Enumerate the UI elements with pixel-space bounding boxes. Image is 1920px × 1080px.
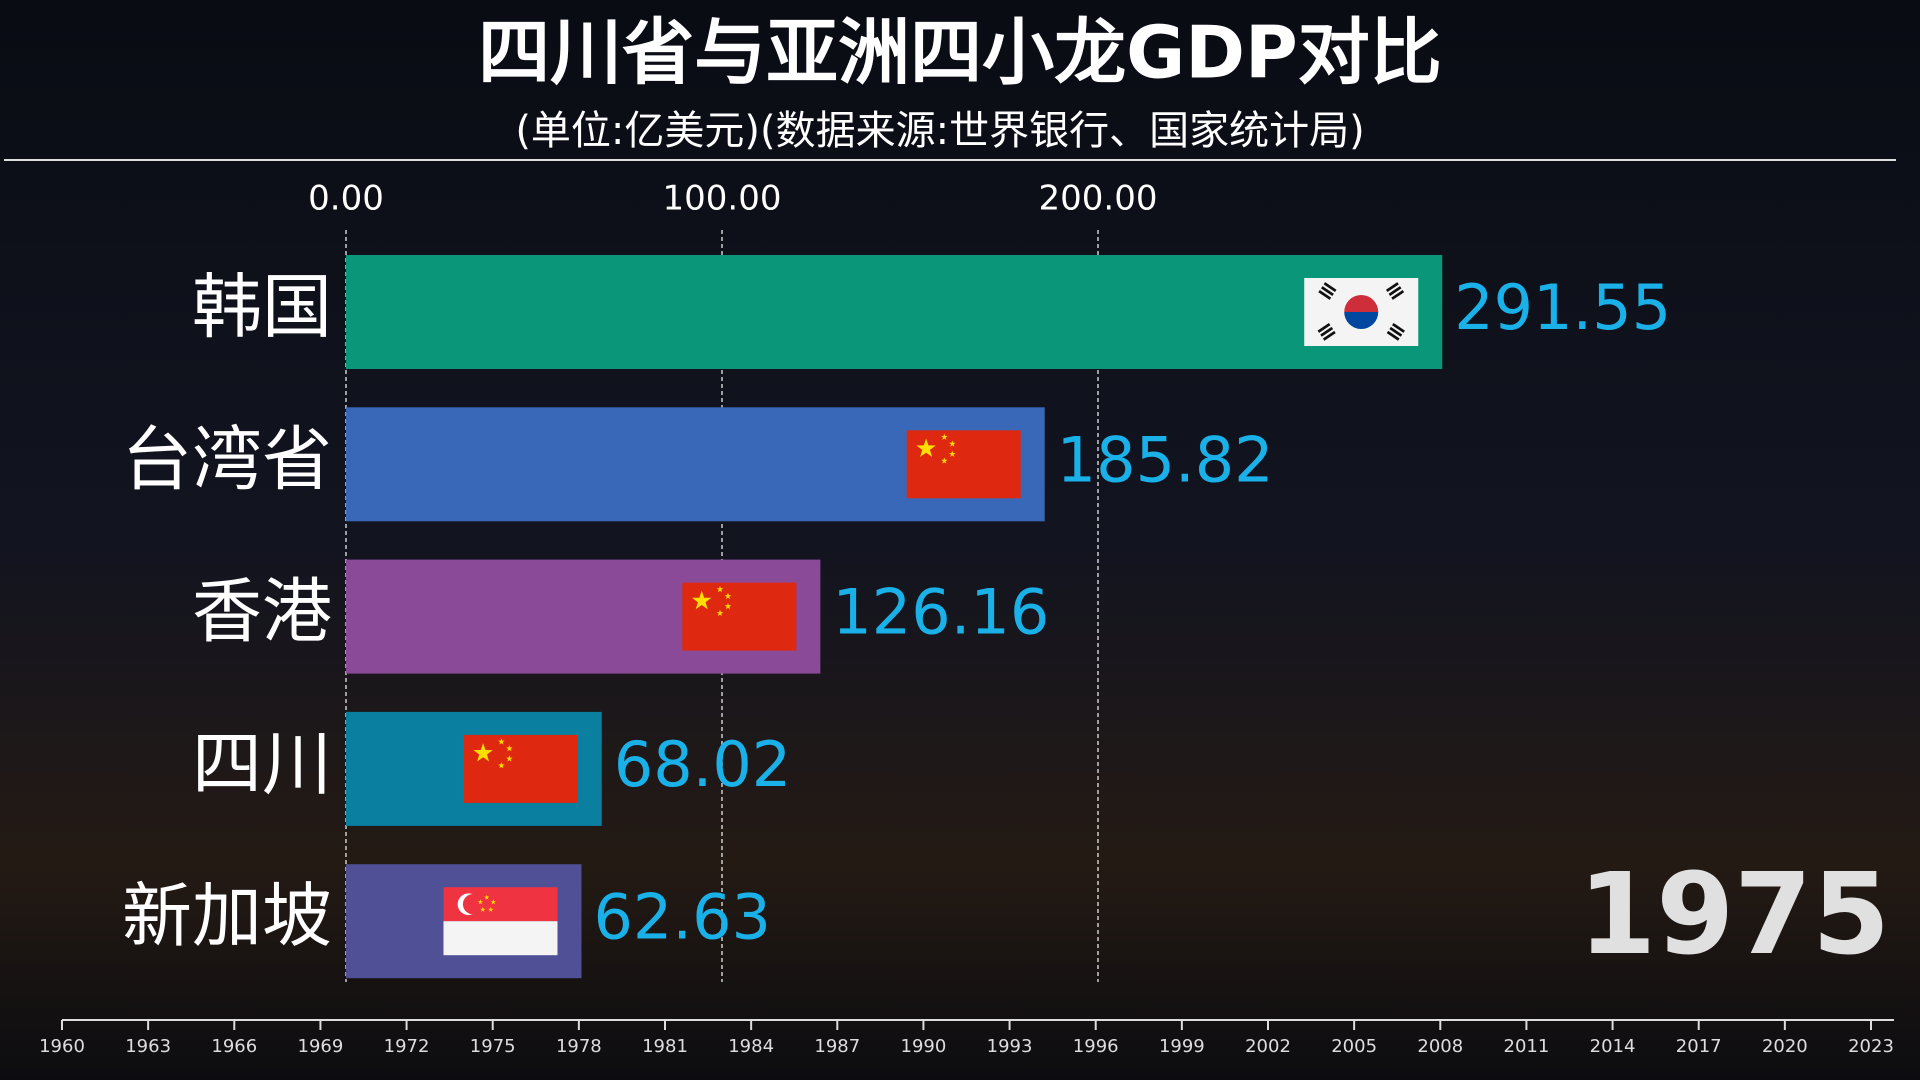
timeline-tick-label: 2020 <box>1762 1036 1808 1057</box>
chart-subtitle: (单位:亿美元)(数据来源:世界银行、国家统计局) <box>515 108 1364 154</box>
flag-trigram <box>1320 286 1334 296</box>
flag-star <box>916 438 936 457</box>
timeline-tick-label: 1966 <box>211 1036 257 1057</box>
year-label: 1975 <box>1578 850 1890 980</box>
flag-star <box>506 745 513 752</box>
flag-trigram <box>1322 330 1336 341</box>
flag <box>443 887 558 956</box>
x-tick-label: 0.00 <box>308 179 384 219</box>
flag-star <box>724 592 732 599</box>
flag-star <box>488 907 494 912</box>
flag <box>906 430 1021 499</box>
timeline-tick-label: 2002 <box>1245 1036 1291 1057</box>
flag-field <box>463 734 578 803</box>
flag <box>682 582 797 651</box>
flag-star <box>498 738 505 745</box>
flag-star <box>484 894 490 900</box>
flag-taeguk-blue <box>1344 312 1379 329</box>
flag-star <box>692 590 712 610</box>
value-label: 185.82 <box>1057 423 1274 496</box>
flag-star <box>941 433 948 440</box>
flag-star <box>506 755 513 762</box>
timeline-tick-label: 2005 <box>1331 1036 1377 1057</box>
flag-field <box>443 921 558 956</box>
category-label: 四川 <box>192 723 332 805</box>
timeline-tick-label: 1975 <box>470 1036 516 1057</box>
flag <box>463 734 578 803</box>
flag-field <box>906 430 1021 499</box>
value-label: 68.02 <box>614 728 792 801</box>
flag-star <box>724 603 732 610</box>
flag-star <box>716 586 724 593</box>
flag-star <box>716 609 724 616</box>
x-tick-label: 200.00 <box>1039 179 1158 219</box>
timeline-tick-label: 1978 <box>556 1036 602 1057</box>
flag-trigram <box>1317 322 1331 333</box>
flag <box>1304 278 1419 346</box>
flag-star <box>498 762 505 769</box>
category-label: 香港 <box>192 571 332 653</box>
flag-trigram <box>1391 290 1405 300</box>
flag-star <box>490 899 496 905</box>
timeline-tick-label: 1960 <box>39 1036 85 1057</box>
timeline-tick-label: 1972 <box>384 1036 430 1057</box>
timeline-tick-label: 2008 <box>1417 1036 1463 1057</box>
flag-trigram <box>1320 326 1334 337</box>
timeline-tick-label: 2023 <box>1848 1036 1894 1057</box>
flag-trigram <box>1323 282 1337 293</box>
flag-trigram <box>1389 326 1403 337</box>
flag-star <box>949 450 956 457</box>
value-label: 62.63 <box>593 880 771 953</box>
timeline-tick-label: 1984 <box>728 1036 774 1057</box>
flag-moon-cut <box>462 894 484 915</box>
timeline-tick-label: 1996 <box>1073 1036 1119 1057</box>
chart-title: 四川省与亚洲四小龙GDP对比 <box>478 11 1442 95</box>
flag-trigram <box>1385 282 1399 293</box>
bar <box>346 255 1443 369</box>
timeline-tick-label: 2014 <box>1590 1036 1636 1057</box>
x-tick-label: 100.00 <box>663 179 782 219</box>
timeline-tick-label: 1981 <box>642 1036 688 1057</box>
category-label: 台湾省 <box>122 418 332 500</box>
flag-trigram <box>1388 286 1402 296</box>
timeline-tick-label: 1969 <box>298 1036 344 1057</box>
value-label: 126.16 <box>832 576 1049 649</box>
timeline-tick-label: 2011 <box>1504 1036 1550 1057</box>
flag-trigram <box>1318 290 1332 300</box>
timeline-tick-label: 1987 <box>814 1036 860 1057</box>
category-label: 韩国 <box>192 266 332 348</box>
flag-star <box>949 440 956 447</box>
timeline-tick-label: 1963 <box>125 1036 171 1057</box>
timeline-tick-label: 2017 <box>1676 1036 1722 1057</box>
flag-star <box>480 907 486 912</box>
timeline-tick-label: 1999 <box>1159 1036 1205 1057</box>
flag-trigram <box>1386 330 1400 341</box>
flag-field <box>682 582 797 651</box>
flag-taeguk-red <box>1344 295 1379 312</box>
timeline-tick-label: 1990 <box>901 1036 947 1057</box>
category-label: 新加坡 <box>122 875 332 957</box>
timeline-tick-label: 1993 <box>987 1036 1033 1057</box>
flag-star <box>473 743 493 762</box>
flag-trigram <box>1392 322 1405 333</box>
value-label: 291.55 <box>1454 271 1671 344</box>
flag-star <box>477 899 483 905</box>
flag-star <box>941 457 948 464</box>
